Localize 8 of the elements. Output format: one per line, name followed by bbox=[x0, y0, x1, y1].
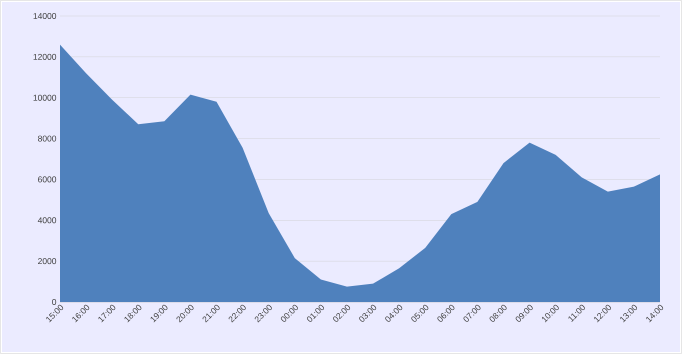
y-tick-label: 8000 bbox=[38, 136, 56, 142]
y-tick-label: 6000 bbox=[38, 176, 56, 182]
y-tick-label: 10000 bbox=[34, 94, 56, 101]
y-tick-label: 2000 bbox=[38, 258, 56, 264]
y-tick-label: 14000 bbox=[34, 13, 56, 19]
y-tick-label: 12000 bbox=[34, 54, 56, 60]
y-tick-label: 4000 bbox=[38, 217, 56, 224]
y-tick-label: 0 bbox=[52, 299, 56, 305]
